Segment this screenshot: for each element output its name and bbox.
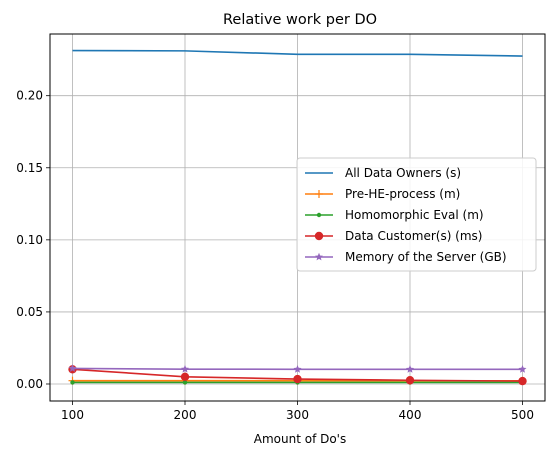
star-marker <box>68 364 77 372</box>
legend-label: Homomorphic Eval (m) <box>345 208 484 222</box>
circle-marker <box>518 376 527 386</box>
legend-item: Pre-HE-process (m) <box>305 187 460 201</box>
star-marker <box>181 364 189 373</box>
y-tick-label: 0.15 <box>16 161 43 175</box>
legend-item: Memory of the Server (GB) <box>305 250 507 264</box>
circle-marker <box>314 231 324 241</box>
legend-item: Data Customer(s) (ms) <box>305 229 483 243</box>
y-tick-label: 0.10 <box>16 233 43 247</box>
circle-marker <box>180 372 190 381</box>
star-marker <box>293 365 302 373</box>
x-tick-label: 400 <box>399 408 422 422</box>
y-tick-label: 0.00 <box>16 377 43 391</box>
y-tick-label: 0.05 <box>16 305 43 319</box>
x-axis-label: Amount of Do's <box>254 432 346 446</box>
legend-box <box>296 157 537 272</box>
legend-item: All Data Owners (s) <box>305 166 461 180</box>
point-marker <box>182 380 188 385</box>
star-marker <box>518 365 527 373</box>
series-layer <box>68 49 527 386</box>
circle-marker <box>405 376 415 385</box>
plus-marker <box>315 190 323 198</box>
legend-label: All Data Owners (s) <box>345 166 461 180</box>
legend-item: Homomorphic Eval (m) <box>305 208 484 222</box>
x-tick-label: 200 <box>174 408 197 422</box>
point-marker <box>316 212 322 218</box>
circle-marker <box>293 374 302 384</box>
y-axis-ticks: 0.00 0.05 0.10 0.15 0.20 <box>16 89 50 391</box>
x-axis-ticks: 100 200 300 400 500 <box>61 401 534 422</box>
series-line <box>72 49 523 57</box>
x-tick-label: 100 <box>61 408 84 422</box>
x-tick-label: 500 <box>511 408 534 422</box>
star-marker <box>406 365 414 373</box>
legend-label: Pre-HE-process (m) <box>345 187 460 201</box>
series-4 <box>68 364 527 373</box>
star-marker <box>315 252 323 261</box>
y-tick-label: 0.20 <box>16 89 43 103</box>
chart-title: Relative work per DO <box>223 12 377 28</box>
x-tick-label: 300 <box>286 408 309 422</box>
legend-label: Memory of the Server (GB) <box>345 250 507 264</box>
point-marker <box>70 380 75 385</box>
legend: All Data Owners (s) Pre-HE-process (m) Hom… <box>296 157 537 272</box>
series-0 <box>72 49 523 57</box>
legend-label: Data Customer(s) (ms) <box>345 229 483 243</box>
